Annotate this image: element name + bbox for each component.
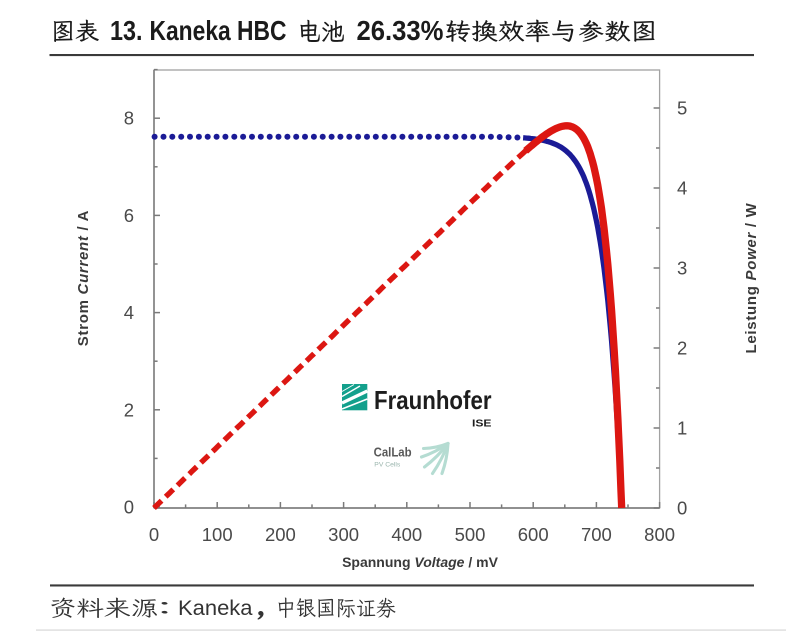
svg-text:4: 4 — [124, 302, 134, 323]
svg-text:2: 2 — [677, 338, 687, 359]
svg-text:Spannung Voltage / mV: Spannung Voltage / mV — [342, 554, 498, 570]
svg-text:300: 300 — [328, 524, 359, 545]
svg-text:700: 700 — [581, 524, 612, 545]
svg-text:400: 400 — [391, 524, 422, 545]
svg-text:800: 800 — [644, 524, 675, 545]
svg-text:Kaneka HBC: Kaneka HBC — [150, 15, 287, 46]
svg-text:PV Cells: PV Cells — [374, 461, 401, 468]
svg-text:3: 3 — [677, 258, 687, 279]
svg-text:ISE: ISE — [472, 419, 492, 430]
svg-text:200: 200 — [265, 524, 296, 545]
svg-text:500: 500 — [455, 524, 486, 545]
svg-text:Fraunhofer: Fraunhofer — [374, 385, 492, 415]
svg-text:5: 5 — [677, 98, 687, 119]
svg-text:26.33%: 26.33% — [357, 15, 444, 46]
svg-text:CalLab: CalLab — [374, 445, 412, 460]
svg-text:0: 0 — [149, 524, 159, 545]
svg-text:8: 8 — [124, 108, 134, 129]
svg-text:600: 600 — [518, 524, 549, 545]
svg-text:4: 4 — [677, 178, 687, 199]
svg-text:13.: 13. — [110, 15, 143, 46]
svg-text:0: 0 — [124, 497, 134, 518]
svg-text:Leistung Power / W: Leistung Power / W — [743, 202, 760, 353]
svg-text:0: 0 — [677, 498, 687, 519]
svg-text:6: 6 — [124, 205, 134, 226]
svg-text:Strom Current / A: Strom Current / A — [75, 210, 92, 346]
svg-text:2: 2 — [124, 399, 134, 420]
svg-text:1: 1 — [677, 418, 687, 439]
svg-text:Kaneka: Kaneka — [178, 596, 253, 620]
svg-text:100: 100 — [202, 524, 233, 545]
